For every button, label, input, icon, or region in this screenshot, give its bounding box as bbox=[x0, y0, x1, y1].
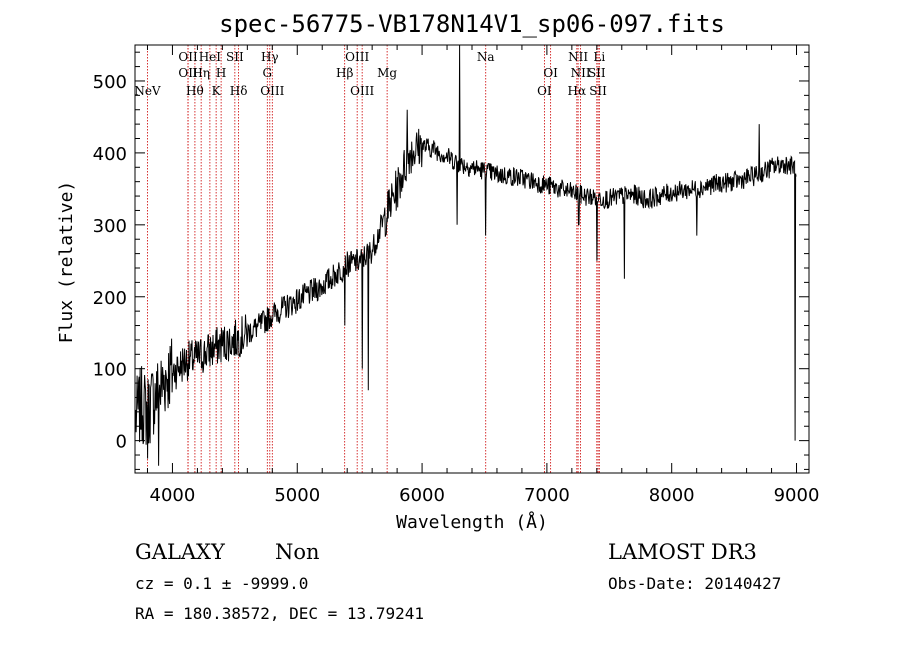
x-tick-label: 5000 bbox=[274, 485, 320, 506]
emission-line-label: SII bbox=[589, 84, 607, 98]
x-tick-label: 7000 bbox=[524, 485, 570, 506]
object-subclass: Non bbox=[275, 540, 320, 564]
emission-line-label: Hα bbox=[568, 84, 587, 98]
x-tick-label: 4000 bbox=[150, 485, 196, 506]
chart-title: spec-56775-VB178N14V1_sp06-097.fits bbox=[219, 10, 725, 38]
y-tick-label: 400 bbox=[93, 144, 127, 165]
emission-line-label: G bbox=[263, 66, 273, 80]
emission-line-label: OIII bbox=[350, 84, 374, 98]
emission-line-label: NII bbox=[571, 66, 591, 80]
emission-line-label: Hη bbox=[192, 66, 210, 80]
emission-line-label: Mg bbox=[377, 66, 397, 80]
emission-line-label: SII bbox=[226, 50, 244, 64]
y-tick-label: 300 bbox=[93, 216, 127, 237]
emission-line-label: OII bbox=[178, 66, 198, 80]
x-tick-label: 6000 bbox=[399, 485, 445, 506]
emission-line-label: Li bbox=[593, 50, 605, 64]
emission-line-label: SII bbox=[588, 66, 606, 80]
emission-line-label: OI bbox=[543, 66, 558, 80]
emission-line-label: Hβ bbox=[336, 66, 353, 80]
emission-line-label: OIII bbox=[345, 50, 369, 64]
emission-line-label: Hδ bbox=[230, 84, 248, 98]
emission-line-label: NII bbox=[568, 50, 588, 64]
emission-line-label: H bbox=[216, 66, 226, 80]
x-tick-label: 8000 bbox=[649, 485, 695, 506]
emission-line-label: OII bbox=[178, 50, 198, 64]
observation-date: Obs-Date: 20140427 bbox=[608, 574, 781, 593]
y-tick-label: 200 bbox=[93, 288, 127, 309]
y-axis-ticks: 0 100 200 300 400 500 bbox=[93, 51, 809, 470]
emission-line-label: Hθ bbox=[186, 84, 204, 98]
x-tick-label: 9000 bbox=[774, 485, 820, 506]
emission-line-label: K bbox=[212, 84, 222, 98]
y-axis-label: Flux (relative) bbox=[56, 181, 77, 344]
emission-line-label: NeV bbox=[134, 84, 161, 98]
y-tick-label: 100 bbox=[93, 360, 127, 381]
object-type: GALAXY bbox=[135, 540, 226, 564]
survey-name: LAMOST DR3 bbox=[608, 540, 757, 564]
coordinates: RA = 180.38572, DEC = 13.79241 bbox=[135, 604, 424, 623]
plot-frame bbox=[134, 44, 810, 474]
y-tick-label: 500 bbox=[93, 72, 127, 93]
redshift-info: cz = 0.1 ± -9999.0 bbox=[135, 574, 308, 593]
emission-line-label: HeI bbox=[199, 50, 222, 64]
x-axis-ticks: 4000 5000 6000 7000 8000 9000 bbox=[146, 45, 820, 506]
emission-line-label: Hγ bbox=[261, 50, 279, 64]
spectrum-line bbox=[135, 44, 797, 466]
y-tick-label: 0 bbox=[116, 432, 127, 453]
emission-line-label: OI bbox=[537, 84, 552, 98]
emission-line-labels: NeVOIIOIIHθHηHeIKHSIIHδHγGOIIIOIIIHβOIII… bbox=[134, 50, 607, 98]
emission-line-label: OIII bbox=[260, 84, 284, 98]
emission-line-label: Na bbox=[477, 50, 495, 64]
emission-line-markers bbox=[147, 45, 600, 473]
x-axis-label: Wavelength (Å) bbox=[396, 511, 548, 533]
